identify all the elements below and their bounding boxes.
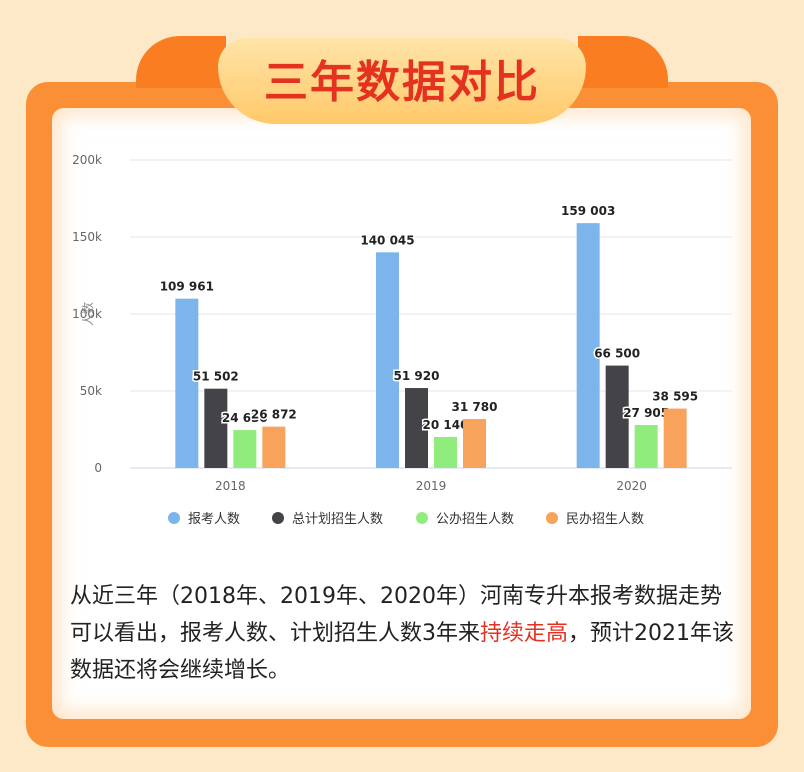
data-label: 51 502: [193, 370, 239, 384]
data-label: 26 872: [251, 408, 297, 422]
bar: [204, 388, 228, 468]
legend-marker: [272, 512, 284, 524]
data-label: 66 500: [594, 347, 640, 361]
bar: [634, 425, 658, 468]
bar: [663, 408, 687, 468]
legend-marker: [168, 512, 180, 524]
description-highlight: 持续走高: [480, 621, 569, 646]
bar: [463, 419, 486, 468]
y-axis-label: 人数: [80, 302, 95, 326]
legend-marker: [546, 512, 558, 524]
title-tab-right-ear: [578, 36, 668, 88]
bar: [233, 430, 257, 468]
bar: [605, 365, 629, 468]
bar: [434, 436, 457, 468]
y-tick-label: 0: [94, 461, 102, 475]
data-label: 51 920: [394, 369, 440, 383]
description-part1: 从近三年（2018年、2019年、2020年）河南专升本报考数据走势可以看出，报…: [70, 584, 722, 646]
legend-label: 总计划招生人数: [292, 512, 383, 527]
bar-chart: 0 50k 100k 150k 200k 人数 109 961 51 502 24 63026 …: [72, 153, 732, 527]
title-tab-left-ear: [136, 36, 226, 88]
bar: [405, 388, 428, 468]
page-title: 三年数据对比: [264, 57, 540, 108]
bar: [175, 298, 199, 468]
x-tick-label: 2018: [215, 479, 246, 493]
data-label: 38 595: [652, 390, 698, 404]
bar: [376, 252, 399, 468]
legend-label: 民办招生人数: [566, 512, 644, 527]
x-tick-label: 2020: [616, 479, 647, 493]
legend-label: 公办招生人数: [436, 512, 514, 527]
description-part2: ，预计2021年该数据还将会继续增长。: [70, 621, 735, 683]
y-tick-label: 100k: [72, 307, 102, 321]
content-card: [52, 108, 751, 719]
legend-label: 报考人数: [188, 512, 240, 527]
y-tick-label: 200k: [72, 153, 102, 167]
data-label: 20 140: [423, 418, 469, 432]
bar: [262, 426, 286, 468]
x-tick-label: 2019: [416, 479, 447, 493]
data-label: 109 961: [160, 280, 214, 294]
data-label: 31 780: [452, 400, 498, 414]
data-label: 159 003: [561, 204, 615, 218]
bar: [576, 223, 600, 468]
legend-marker: [416, 512, 428, 524]
description-text: 从近三年（2018年、2019年、2020年）河南专升本报考数据走势可以看出，报…: [70, 578, 738, 689]
title-tab: [218, 38, 586, 124]
data-label: 140 045: [360, 233, 414, 247]
y-tick-label: 50k: [80, 384, 102, 398]
y-tick-label: 150k: [72, 230, 102, 244]
data-label: 24 630: [222, 411, 268, 425]
data-label: 27 905: [623, 406, 669, 420]
